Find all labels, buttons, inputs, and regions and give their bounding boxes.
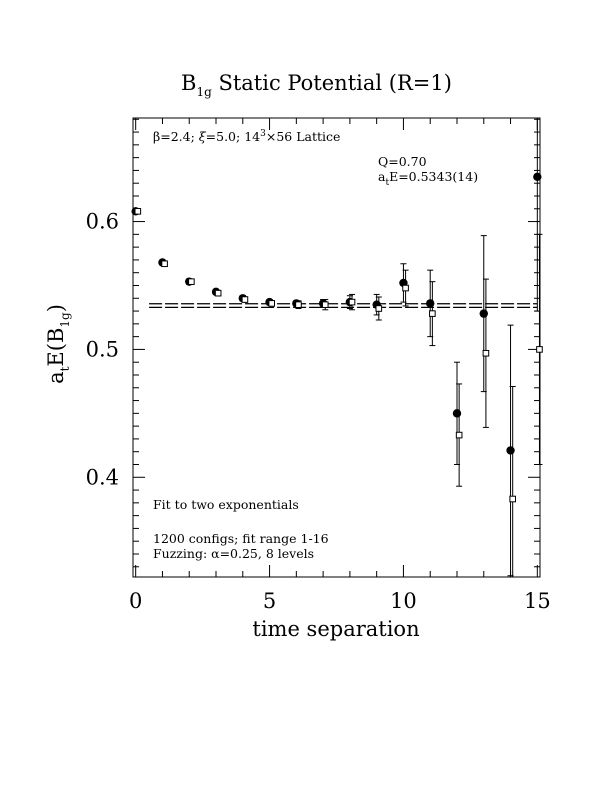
fit-band	[149, 303, 538, 308]
data-point-square	[375, 305, 383, 312]
fuzzing-annotation: Fuzzing: α=0.25, 8 levels	[153, 546, 314, 561]
data-point-square	[295, 301, 302, 308]
energy-sub: t	[385, 178, 389, 188]
ylabel-a: a	[44, 371, 68, 384]
x-axis-label: time separation	[252, 617, 419, 641]
data-points	[131, 118, 543, 577]
data-point-circle	[479, 309, 488, 318]
data-point-square	[509, 495, 516, 503]
x-tick-label: 0	[129, 589, 142, 613]
data-point-square	[429, 310, 436, 317]
ylabel-end: )	[44, 304, 68, 312]
y-tick-label: 0.6	[86, 210, 119, 234]
data-point-square	[134, 208, 142, 215]
energy-annotation: atE=0.5343(14)	[378, 169, 478, 188]
data-point-circle	[426, 299, 435, 308]
lattice-annotation: β=2.4; ξ=5.0; 143×56 Lattice	[153, 129, 340, 144]
lattice-beta: β=2.4;	[153, 129, 199, 144]
q-annotation: Q=0.70	[378, 154, 427, 169]
x-tick-label: 15	[524, 589, 551, 613]
data-point-circle	[506, 446, 515, 455]
data-point-square	[268, 300, 276, 307]
lattice-tail: ×56 Lattice	[266, 129, 341, 144]
ylabel-a-sub: t	[58, 366, 72, 371]
data-point-square	[482, 349, 490, 357]
energy-a: a	[378, 169, 386, 184]
energy-rest: E=0.5343(14)	[389, 169, 478, 184]
data-point-square	[214, 289, 222, 297]
title-main: B	[181, 71, 196, 95]
y-tick-label: 0.5	[86, 337, 119, 361]
data-point-square	[321, 301, 329, 308]
fit-annotation: Fit to two exponentials	[153, 497, 299, 512]
lattice-exp: 3	[260, 129, 266, 139]
data-point-circle	[452, 409, 462, 418]
x-tick-labels: 0 5 10 15	[129, 589, 551, 613]
lattice-rest: =5.0; 14	[206, 129, 260, 144]
y-axis-label: atE(B1g)	[44, 304, 72, 384]
chart-title: B1g Static Potential (R=1)	[181, 71, 452, 99]
ylabel-b-sub: 1g	[58, 312, 72, 328]
data-point-square	[455, 431, 463, 439]
data-point-square	[161, 260, 168, 268]
data-point-circle	[533, 172, 542, 182]
data-point-square	[402, 284, 409, 292]
title-rest: Static Potential (R=1)	[212, 71, 452, 95]
x-tick-label: 10	[390, 589, 417, 613]
title-sub: 1g	[196, 85, 212, 99]
data-point-square	[241, 296, 249, 303]
lattice-xi: ξ	[199, 129, 207, 144]
configs-annotation: 1200 configs; fit range 1-16	[153, 531, 329, 546]
data-point-square	[536, 346, 543, 353]
ylabel-mid: E(B	[44, 328, 68, 367]
y-tick-label: 0.4	[86, 465, 119, 489]
data-point-square	[348, 298, 356, 306]
x-tick-label: 5	[263, 589, 276, 613]
y-tick-labels: 0.4 0.5 0.6	[86, 210, 119, 490]
data-point-square	[188, 278, 195, 285]
